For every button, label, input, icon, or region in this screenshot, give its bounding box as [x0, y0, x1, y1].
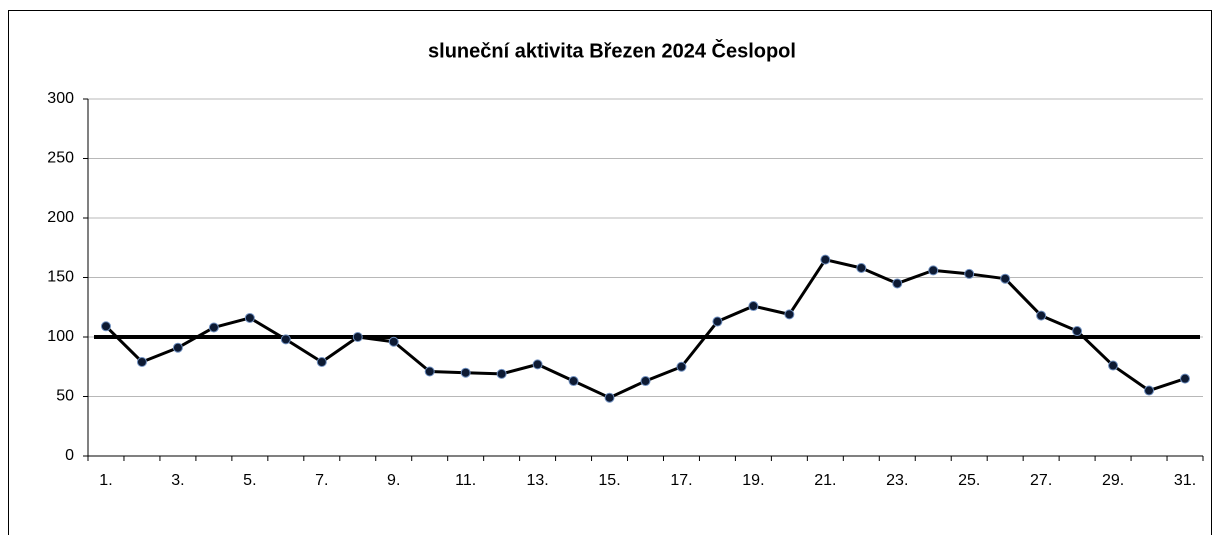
- point: [892, 278, 903, 289]
- point: [496, 368, 507, 379]
- point: [1144, 385, 1155, 396]
- point: [820, 254, 831, 265]
- y-tick-label: 50: [56, 388, 74, 405]
- point: [1000, 273, 1011, 284]
- x-tick-label: 3.: [171, 472, 184, 489]
- point: [784, 309, 795, 320]
- x-tick-label: 29.: [1102, 472, 1124, 489]
- point: [352, 332, 363, 342]
- point: [928, 265, 939, 276]
- point: [604, 392, 615, 403]
- x-tick-label: 31.: [1174, 472, 1196, 489]
- x-tick-label: 25.: [958, 472, 980, 489]
- point: [640, 376, 651, 387]
- point: [460, 367, 471, 378]
- point: [136, 356, 147, 367]
- point: [712, 316, 723, 327]
- point: [1072, 326, 1083, 337]
- x-tick-label: 1.: [99, 472, 112, 489]
- x-tick-label: 15.: [598, 472, 620, 489]
- x-tick-label: 21.: [814, 472, 836, 489]
- point: [532, 359, 543, 370]
- point: [424, 366, 435, 377]
- point: [1180, 373, 1191, 384]
- x-tick-label: 9.: [387, 472, 400, 489]
- point: [244, 312, 255, 323]
- x-tick-label: 23.: [886, 472, 908, 489]
- y-tick-label: 100: [47, 328, 74, 345]
- chart-frame: [8, 10, 1212, 535]
- y-tick-label: 150: [47, 269, 74, 286]
- point: [1108, 360, 1119, 371]
- point: [208, 322, 219, 333]
- point: [676, 361, 687, 372]
- x-tick-label: 11.: [455, 472, 476, 489]
- y-tick-label: 250: [47, 150, 74, 167]
- point: [100, 321, 111, 332]
- point: [748, 301, 759, 312]
- x-tick-label: 17.: [670, 472, 692, 489]
- x-tick-label: 13.: [526, 472, 548, 489]
- chart-title: sluneční aktivita Březen 2024 Česlopol: [428, 38, 796, 62]
- x-tick-label: 7.: [315, 472, 328, 489]
- y-tick-label: 300: [47, 90, 74, 107]
- point: [280, 334, 291, 345]
- point: [172, 342, 183, 353]
- y-tick-label: 200: [47, 209, 74, 226]
- x-tick-label: 27.: [1030, 472, 1052, 489]
- y-tick-label: 0: [65, 447, 74, 464]
- point: [964, 268, 975, 279]
- x-tick-label: 19.: [742, 472, 764, 489]
- point: [568, 376, 579, 387]
- point: [388, 336, 399, 347]
- x-tick-label: 5.: [243, 472, 256, 489]
- point: [856, 262, 867, 273]
- point: [1036, 310, 1047, 321]
- point: [316, 356, 327, 367]
